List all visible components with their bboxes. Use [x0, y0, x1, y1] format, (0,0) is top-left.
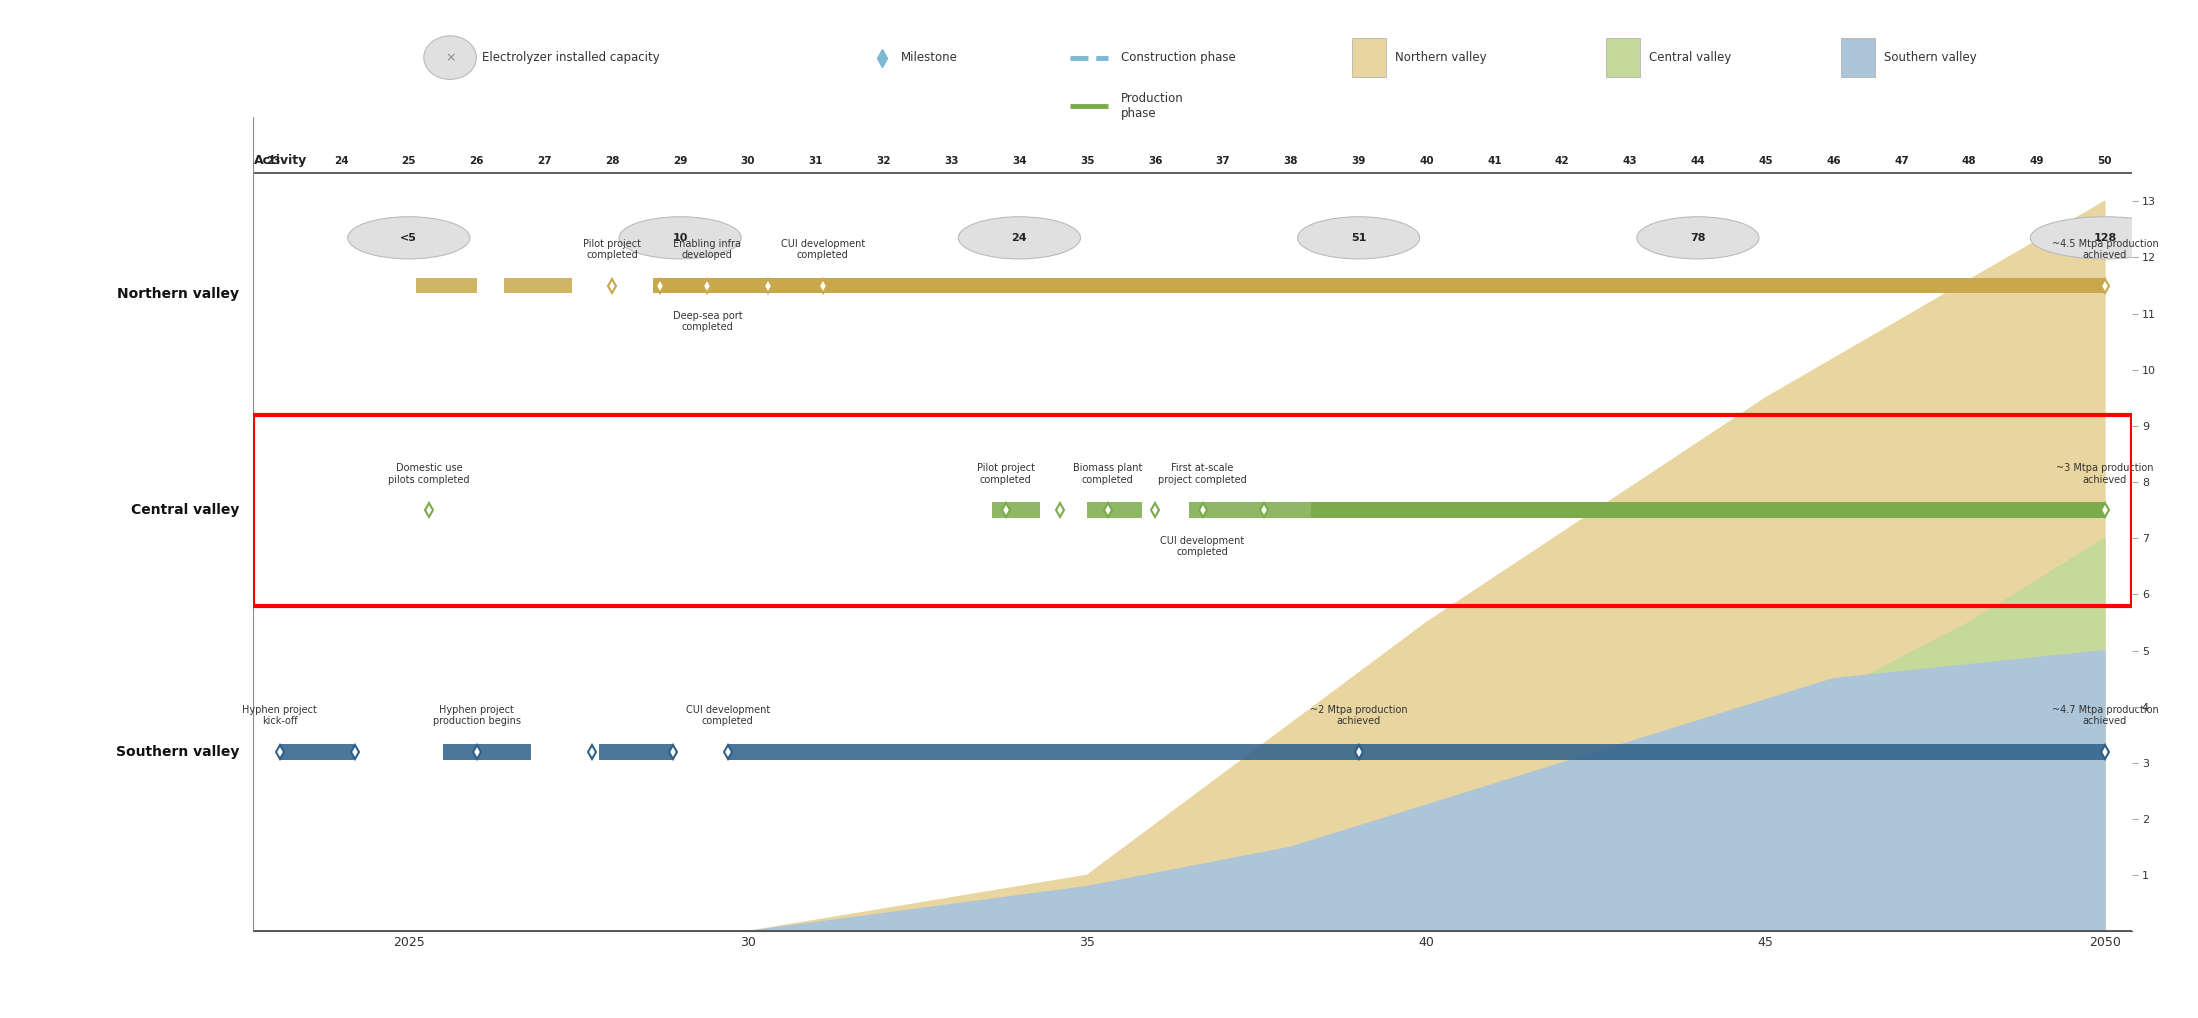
Text: 47: 47 [1895, 156, 1908, 166]
Text: Hyphen project
production begins: Hyphen project production begins [433, 704, 521, 727]
Text: Enabling infra
developed: Enabling infra developed [673, 238, 741, 261]
Polygon shape [273, 651, 2106, 931]
Text: 29: 29 [673, 156, 688, 166]
Text: Electrolyzer installed capacity: Electrolyzer installed capacity [481, 51, 659, 64]
Text: ~4.7 Mtpa production
achieved: ~4.7 Mtpa production achieved [2051, 704, 2158, 727]
Text: 24: 24 [334, 156, 347, 166]
Polygon shape [952, 539, 2106, 931]
Text: CUI development
completed: CUI development completed [1161, 535, 1244, 557]
Text: 50: 50 [2097, 156, 2112, 166]
Text: Production
phase: Production phase [1121, 92, 1185, 120]
Text: CUI development
completed: CUI development completed [686, 704, 769, 727]
FancyBboxPatch shape [1352, 39, 1387, 77]
Ellipse shape [958, 217, 1081, 259]
Bar [503, 278, 571, 293]
FancyBboxPatch shape [1840, 39, 1875, 77]
Bar [442, 744, 532, 759]
Text: Hyphen project
kick-off: Hyphen project kick-off [242, 704, 317, 727]
Ellipse shape [1297, 217, 1420, 259]
Text: 46: 46 [1827, 156, 1842, 166]
Text: 30: 30 [741, 156, 756, 166]
Text: 44: 44 [1690, 156, 1706, 166]
Text: Activity: Activity [255, 155, 308, 167]
Text: 31: 31 [809, 156, 822, 166]
Text: 37: 37 [1215, 156, 1231, 166]
Text: Domestic use
pilots completed: Domestic use pilots completed [389, 463, 470, 485]
Text: Milestone: Milestone [901, 51, 958, 64]
Ellipse shape [347, 217, 470, 259]
Bar [653, 278, 2106, 293]
Text: 43: 43 [1622, 156, 1638, 166]
Text: 78: 78 [1690, 233, 1706, 243]
Text: 51: 51 [1352, 233, 1367, 243]
Text: 33: 33 [945, 156, 958, 166]
Text: 40: 40 [1420, 156, 1433, 166]
Text: 39: 39 [1352, 156, 1365, 166]
Text: Deep-sea port
completed: Deep-sea port completed [673, 310, 743, 333]
Text: Pilot project
completed: Pilot project completed [976, 463, 1035, 485]
Ellipse shape [1638, 217, 1758, 259]
Polygon shape [273, 202, 2106, 931]
Text: Pilot project
completed: Pilot project completed [582, 238, 642, 261]
Text: 42: 42 [1554, 156, 1569, 166]
Text: 26: 26 [470, 156, 484, 166]
Text: ×: × [444, 51, 455, 64]
Text: 36: 36 [1147, 156, 1163, 166]
Text: 28: 28 [604, 156, 620, 166]
Bar [415, 278, 477, 293]
Text: CUI development
completed: CUI development completed [780, 238, 864, 261]
Text: 34: 34 [1011, 156, 1026, 166]
Bar [253, 414, 2132, 606]
FancyBboxPatch shape [1607, 39, 1640, 77]
Text: 23: 23 [266, 156, 281, 166]
Text: <5: <5 [400, 233, 418, 243]
Text: Central valley: Central valley [132, 503, 240, 517]
Text: 25: 25 [402, 156, 415, 166]
Text: 41: 41 [1488, 156, 1501, 166]
Text: 38: 38 [1284, 156, 1299, 166]
Text: 27: 27 [536, 156, 552, 166]
Text: 128: 128 [2092, 233, 2117, 243]
Text: 35: 35 [1079, 156, 1095, 166]
Ellipse shape [620, 217, 741, 259]
Text: Northern valley: Northern valley [116, 287, 240, 301]
Text: Northern valley: Northern valley [1396, 51, 1488, 64]
Ellipse shape [2031, 217, 2180, 259]
Text: 10: 10 [673, 233, 688, 243]
Text: Southern valley: Southern valley [116, 745, 240, 758]
Text: 45: 45 [1758, 156, 1774, 166]
Bar [1189, 502, 1312, 518]
Text: 32: 32 [877, 156, 890, 166]
Text: First at-scale
project completed: First at-scale project completed [1158, 463, 1246, 485]
Text: 48: 48 [1963, 156, 1976, 166]
Text: ~4.5 Mtpa production
achieved: ~4.5 Mtpa production achieved [2051, 238, 2158, 261]
Text: ~2 Mtpa production
achieved: ~2 Mtpa production achieved [1310, 704, 1407, 727]
Text: 24: 24 [1011, 233, 1026, 243]
Text: 49: 49 [2029, 156, 2044, 166]
Text: Southern valley: Southern valley [1884, 51, 1976, 64]
Bar [1312, 502, 2106, 518]
Ellipse shape [424, 36, 477, 79]
Bar [598, 744, 673, 759]
Bar [279, 744, 354, 759]
Bar [728, 744, 2106, 759]
Bar [1088, 502, 1141, 518]
Text: Biomass plant
completed: Biomass plant completed [1073, 463, 1143, 485]
Bar [991, 502, 1040, 518]
Text: ~3 Mtpa production
achieved: ~3 Mtpa production achieved [2055, 463, 2154, 485]
Text: Construction phase: Construction phase [1121, 51, 1235, 64]
Text: Central valley: Central valley [1648, 51, 1732, 64]
